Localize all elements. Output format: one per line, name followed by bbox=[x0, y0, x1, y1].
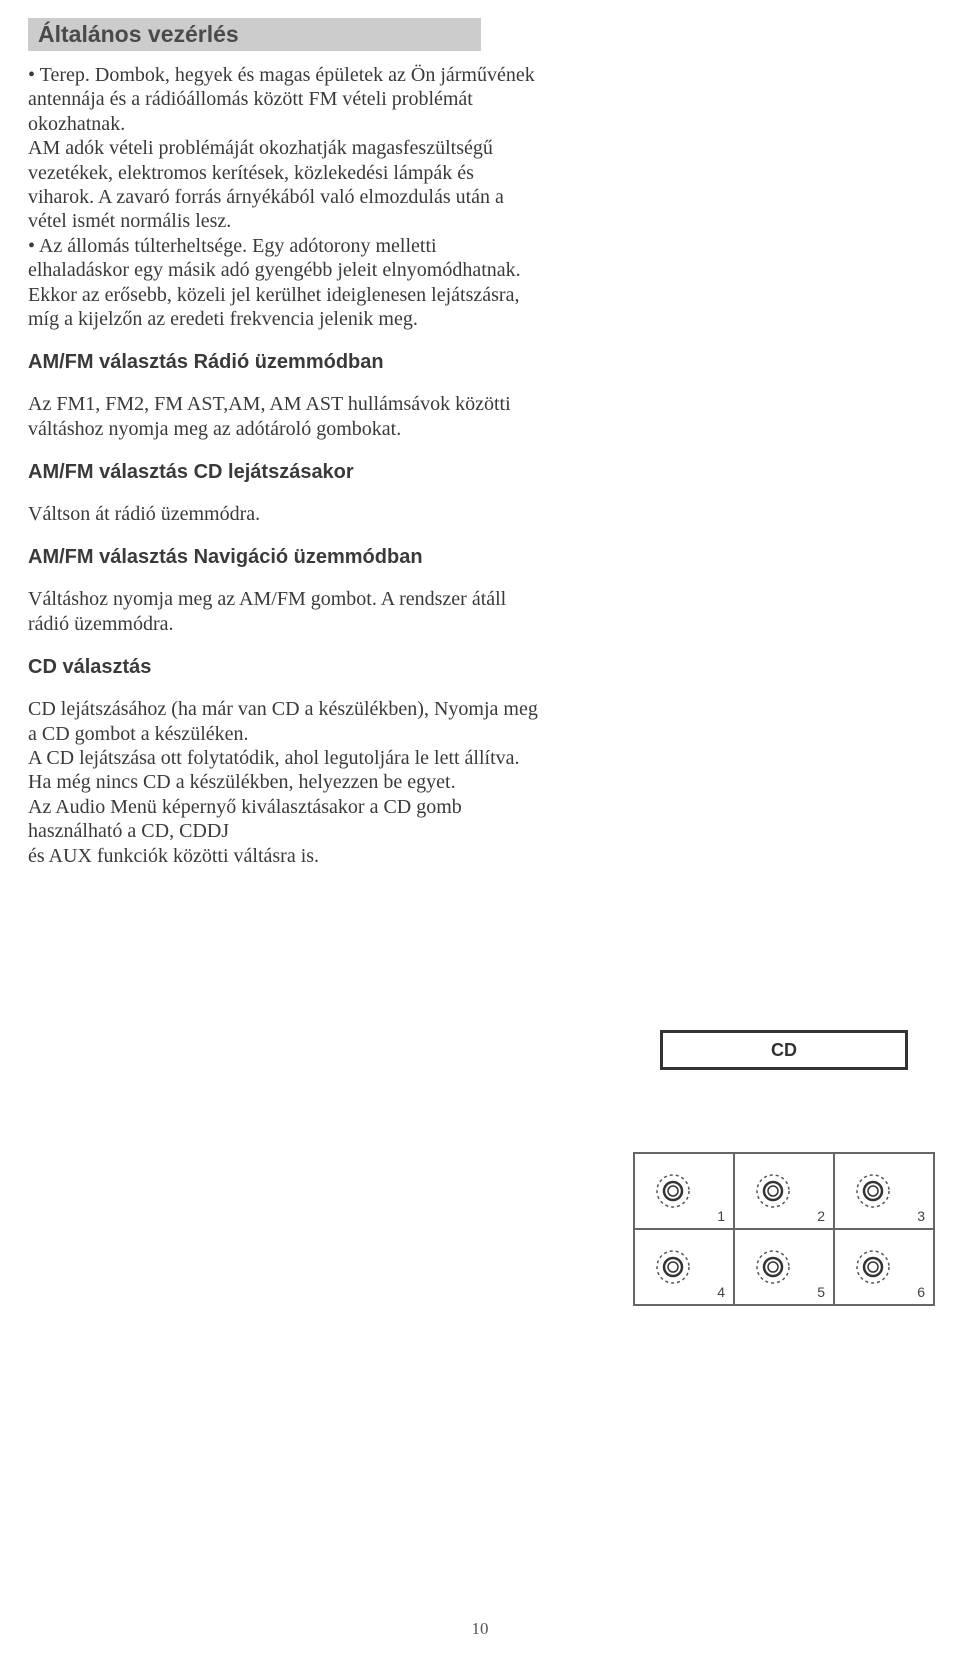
preset-number: 1 bbox=[717, 1208, 725, 1224]
cd-button-label: CD bbox=[771, 1040, 797, 1061]
preset-cell-1: 1 bbox=[634, 1153, 734, 1229]
paragraph-intro: • Terep. Dombok, hegyek és magas épülete… bbox=[28, 63, 538, 331]
preset-number: 2 bbox=[817, 1208, 825, 1224]
preset-cell-2: 2 bbox=[734, 1153, 834, 1229]
preset-cell-3: 3 bbox=[834, 1153, 934, 1229]
heading-amfm-nav: AM/FM választás Navigáció üzemmódban bbox=[28, 546, 538, 569]
page-title: Általános vezérlés bbox=[38, 21, 471, 48]
page-number: 10 bbox=[472, 1619, 489, 1639]
knob-icon bbox=[655, 1249, 691, 1285]
preset-cell-4: 4 bbox=[634, 1229, 734, 1305]
heading-amfm-cd: AM/FM választás CD lejátszásakor bbox=[28, 461, 538, 484]
preset-number: 5 bbox=[817, 1284, 825, 1300]
knob-icon bbox=[755, 1249, 791, 1285]
header-bar: Általános vezérlés bbox=[28, 18, 481, 51]
knob-icon bbox=[855, 1173, 891, 1209]
preset-number: 4 bbox=[717, 1284, 725, 1300]
preset-grid: 1 2 3 4 5 bbox=[633, 1152, 935, 1306]
knob-icon bbox=[655, 1173, 691, 1209]
preset-number: 3 bbox=[917, 1208, 925, 1224]
preset-cell-5: 5 bbox=[734, 1229, 834, 1305]
cd-button-box: CD bbox=[660, 1030, 908, 1070]
preset-number: 6 bbox=[917, 1284, 925, 1300]
cd-button-diagram: CD bbox=[660, 1030, 908, 1070]
knob-icon bbox=[755, 1173, 791, 1209]
content-column: • Terep. Dombok, hegyek és magas épülete… bbox=[28, 63, 538, 868]
paragraph-amfm-nav: Váltáshoz nyomja meg az AM/FM gombot. A … bbox=[28, 587, 538, 636]
paragraph-cd-select: CD lejátszásához (ha már van CD a készül… bbox=[28, 697, 538, 868]
knob-icon bbox=[855, 1249, 891, 1285]
paragraph-amfm-cd: Váltson át rádió üzemmódra. bbox=[28, 502, 538, 526]
paragraph-amfm-radio: Az FM1, FM2, FM AST,AM, AM AST hullámsáv… bbox=[28, 392, 538, 441]
heading-amfm-radio: AM/FM választás Rádió üzemmódban bbox=[28, 351, 538, 374]
preset-cell-6: 6 bbox=[834, 1229, 934, 1305]
heading-cd-select: CD választás bbox=[28, 656, 538, 679]
